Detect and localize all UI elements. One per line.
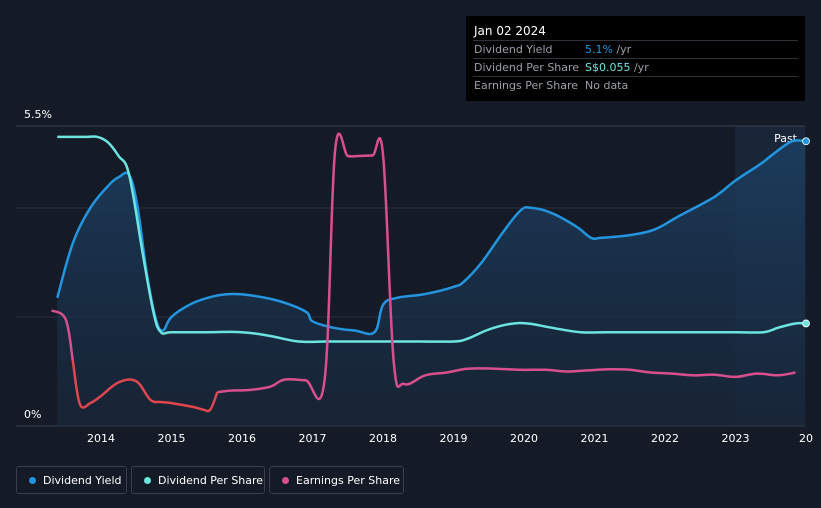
x-tick-label: 2022 bbox=[651, 432, 679, 445]
tooltip-row-dividend-per-share: Dividend Per Share S$0.055 /yr bbox=[473, 58, 798, 76]
x-tick-label: 2017 bbox=[299, 432, 327, 445]
tooltip-row-dividend-yield: Dividend Yield 5.1% /yr bbox=[473, 40, 798, 58]
tooltip-suffix: /yr bbox=[630, 61, 649, 74]
x-tick-label: 2020 bbox=[510, 432, 538, 445]
x-tick-label: 20 bbox=[799, 432, 813, 445]
legend-label: Dividend Per Share bbox=[158, 473, 264, 487]
legend-label: Dividend Yield bbox=[43, 473, 122, 487]
tooltip-date: Jan 02 2024 bbox=[474, 24, 546, 38]
dividend-yield-area bbox=[57, 140, 806, 427]
tooltip-label: Dividend Per Share bbox=[474, 61, 580, 74]
legend-dividend-per-share[interactable]: Dividend Per Share bbox=[131, 466, 265, 494]
tooltip-suffix: /yr bbox=[612, 43, 632, 56]
tooltip-eps-value: No data bbox=[585, 79, 629, 92]
eps-line-low bbox=[71, 360, 219, 413]
x-axis-ticks: 2014 2015 2016 2017 2018 2019 2020 2021 2022 2023… bbox=[87, 432, 813, 445]
legend-earnings-per-share[interactable]: Earnings Per Share bbox=[269, 466, 404, 494]
dividend-yield-end-marker[interactable] bbox=[802, 137, 810, 146]
x-tick-label: 2021 bbox=[581, 432, 609, 445]
x-tick-label: 2018 bbox=[369, 432, 397, 445]
x-tick-label: 2015 bbox=[158, 432, 186, 445]
dividend-per-share-line bbox=[57, 135, 806, 344]
tooltip-dps-value: S$0.055 bbox=[585, 61, 631, 74]
x-tick-label: 2019 bbox=[440, 432, 468, 445]
x-tick-label: 2014 bbox=[87, 432, 115, 445]
tooltip: Jan 02 2024 Dividend Yield 5.1% /yr Divi… bbox=[466, 16, 805, 101]
x-tick-label: 2023 bbox=[722, 432, 750, 445]
eps-line-start bbox=[50, 309, 75, 361]
tooltip-label: Dividend Yield bbox=[474, 43, 553, 56]
legend-dot-icon bbox=[282, 476, 289, 484]
tooltip-label: Earnings Per Share bbox=[474, 79, 579, 92]
legend-label: Earnings Per Share bbox=[296, 473, 401, 487]
tooltip-value: No data bbox=[585, 77, 628, 94]
tooltip-value: S$0.055 /yr bbox=[585, 59, 649, 76]
legend-dot-icon bbox=[144, 476, 151, 484]
x-tick-label: 2016 bbox=[228, 432, 256, 445]
y-axis-top-label: 5.5% bbox=[24, 108, 52, 121]
tooltip-value: 5.1% /yr bbox=[585, 41, 631, 58]
series-layer bbox=[50, 132, 810, 427]
dividend-per-share-end-marker[interactable] bbox=[802, 319, 810, 328]
legend-dot-icon bbox=[29, 476, 36, 484]
y-axis-bottom-label: 0% bbox=[24, 408, 41, 421]
legend-dividend-yield[interactable]: Dividend Yield bbox=[16, 466, 127, 494]
tooltip-row-earnings-per-share: Earnings Per Share No data bbox=[473, 76, 798, 94]
tooltip-yield-value: 5.1% bbox=[585, 43, 613, 56]
eps-line-rest bbox=[217, 132, 796, 401]
